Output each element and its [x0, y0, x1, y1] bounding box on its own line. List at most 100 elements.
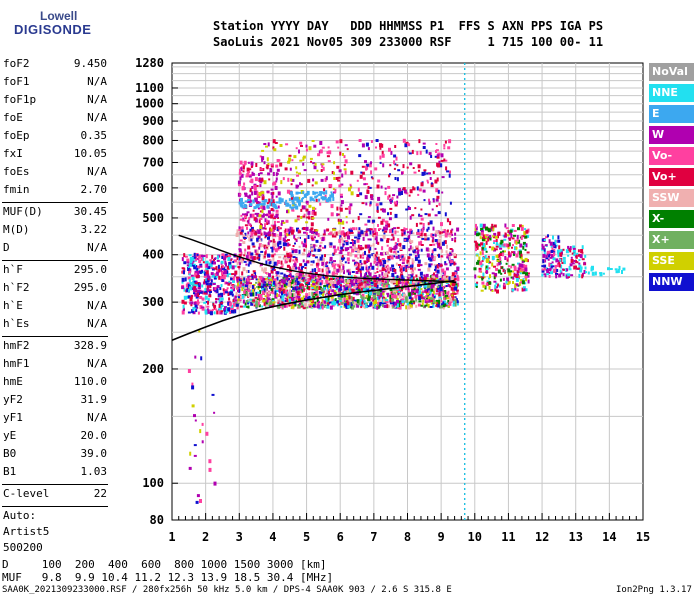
echo-point	[568, 274, 570, 278]
echo-point	[519, 281, 522, 286]
echo-point	[260, 168, 264, 171]
echo-point	[316, 195, 319, 198]
echo-point	[434, 268, 436, 271]
echo-point	[241, 271, 244, 276]
echo-point	[310, 284, 314, 287]
echo-point	[419, 214, 423, 217]
y-tick-label: 1000	[135, 97, 164, 111]
echo-point	[364, 223, 368, 226]
echo-point	[265, 283, 269, 287]
echo-point	[274, 294, 277, 298]
echo-point	[216, 285, 220, 289]
echo-point	[527, 228, 530, 233]
echo-point	[369, 291, 373, 295]
echo-point	[240, 277, 243, 280]
echo-point	[499, 242, 503, 246]
logo-digisonde: DIGISONDE	[14, 22, 92, 37]
echo-point	[210, 279, 213, 283]
echo-point	[380, 220, 384, 225]
echo-point	[264, 223, 266, 228]
echo-point	[516, 288, 519, 292]
echo-point	[579, 269, 583, 273]
echo-point	[454, 232, 457, 236]
echo-point	[301, 274, 305, 279]
echo-point	[562, 268, 565, 271]
echo-point	[273, 148, 277, 152]
echo-point	[309, 296, 312, 300]
echo-point	[239, 218, 243, 221]
echo-point	[236, 286, 239, 290]
echo-point	[352, 227, 355, 231]
echo-point	[474, 231, 478, 235]
echo-point	[409, 215, 412, 220]
echo-point	[479, 236, 482, 240]
echo-point	[321, 164, 324, 168]
echo-point	[263, 301, 266, 306]
echo-point	[411, 271, 415, 274]
echo-point	[386, 293, 389, 298]
echo-point	[396, 177, 399, 182]
echo-point	[550, 271, 553, 275]
echo-point	[232, 276, 235, 281]
echo-point	[368, 301, 371, 304]
echo-point	[340, 237, 344, 241]
echo-point	[432, 305, 435, 308]
echo-point	[358, 293, 361, 295]
echo-point	[309, 196, 313, 201]
echo-point	[207, 275, 211, 279]
echo-point	[298, 230, 302, 234]
echo-point	[334, 283, 337, 287]
echo-point	[248, 194, 251, 198]
echo-point	[324, 254, 326, 258]
echo-point	[339, 151, 342, 156]
echo-point	[343, 303, 347, 307]
echo-point	[568, 266, 571, 269]
echo-point	[335, 288, 338, 291]
echo-point	[387, 271, 390, 274]
echo-point	[299, 182, 301, 186]
echo-point	[240, 281, 243, 285]
echo-point	[448, 139, 452, 144]
echo-point	[322, 265, 325, 268]
echo-point	[393, 201, 397, 205]
echo-point	[575, 254, 578, 259]
echo-point	[262, 194, 265, 197]
echo-point	[521, 235, 525, 238]
echo-point	[381, 143, 384, 148]
echo-point	[390, 279, 394, 284]
echo-point	[265, 213, 268, 216]
echo-point	[213, 304, 217, 308]
echo-point	[259, 184, 262, 188]
echo-point	[342, 153, 344, 156]
echo-point	[358, 139, 362, 142]
y-tick-label: 400	[142, 248, 164, 262]
echo-point	[206, 274, 209, 276]
echo-point	[548, 268, 551, 272]
echo-point	[358, 287, 361, 291]
echo-point	[216, 289, 219, 293]
echo-point	[297, 304, 301, 307]
echo-point	[357, 230, 361, 233]
echo-point	[191, 277, 194, 280]
echo-point	[423, 233, 427, 237]
echo-point	[354, 284, 357, 287]
echo-point	[291, 227, 294, 230]
echo-point	[289, 226, 292, 231]
echo-point	[476, 233, 479, 237]
echo-point	[405, 141, 409, 144]
echo-point	[565, 274, 569, 279]
param-row-hf2: h`F2 295.0	[3, 281, 107, 299]
echo-point	[478, 267, 482, 270]
echo-point	[282, 263, 284, 266]
echo-point	[267, 259, 271, 261]
echo-point	[206, 285, 209, 289]
echo-point	[328, 150, 332, 155]
echo-point	[427, 222, 430, 226]
echo-point	[259, 225, 263, 230]
echo-point	[220, 297, 224, 301]
echo-point	[548, 262, 551, 267]
echo-point	[494, 287, 497, 292]
echo-point	[243, 160, 247, 165]
echo-point	[408, 194, 411, 197]
echo-point	[210, 260, 213, 264]
